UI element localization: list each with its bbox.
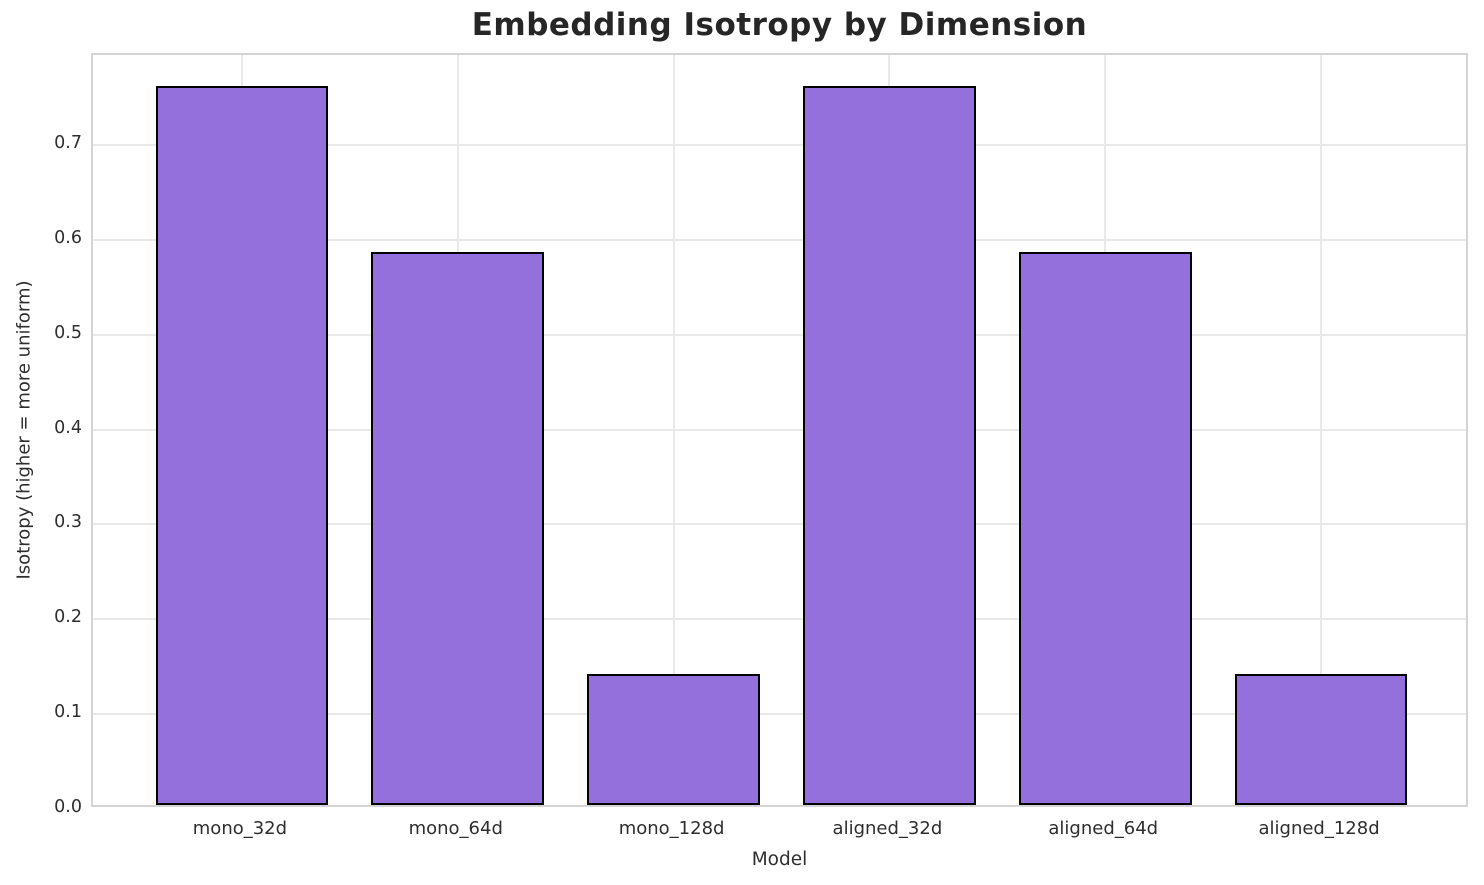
gridline-horizontal [93,238,1466,241]
y-tick-label: 0.2 [54,607,82,628]
x-tick-label: aligned_128d [1258,818,1380,839]
bar-mono_32d [155,86,329,805]
x-tick-label: mono_32d [192,818,288,839]
bar-aligned_32d [803,86,976,805]
bar-aligned_64d [1018,252,1192,805]
x-tick-label: mono_64d [408,818,503,839]
gridline-horizontal [93,144,1466,147]
chart-title: Embedding Isotropy by Dimension [471,7,1088,43]
y-tick-label: 0.4 [54,417,82,438]
y-tick-label: 0.6 [54,227,82,248]
y-tick-label: 0.7 [54,133,82,154]
x-axis-label: Model [751,849,808,870]
gridline-vertical [1320,55,1323,805]
x-tick-label: aligned_32d [832,818,943,839]
bar-aligned_128d [1234,674,1408,805]
bar-mono_128d [587,674,760,805]
bar-mono_64d [371,252,545,805]
plot-area [91,53,1468,807]
gridline-horizontal [93,523,1466,526]
y-tick-label: 0.5 [54,322,82,343]
x-tick-label: aligned_64d [1048,818,1159,839]
gridline-vertical [672,55,675,805]
gridline-horizontal [93,428,1466,431]
y-tick-label: 0.1 [54,702,82,723]
y-tick-label: 0.0 [54,797,82,817]
y-tick-label: 0.3 [54,512,82,533]
gridline-horizontal [93,713,1466,716]
x-tick-label: mono_128d [618,818,725,839]
gridline-horizontal [93,333,1466,336]
gridline-horizontal [93,618,1466,621]
